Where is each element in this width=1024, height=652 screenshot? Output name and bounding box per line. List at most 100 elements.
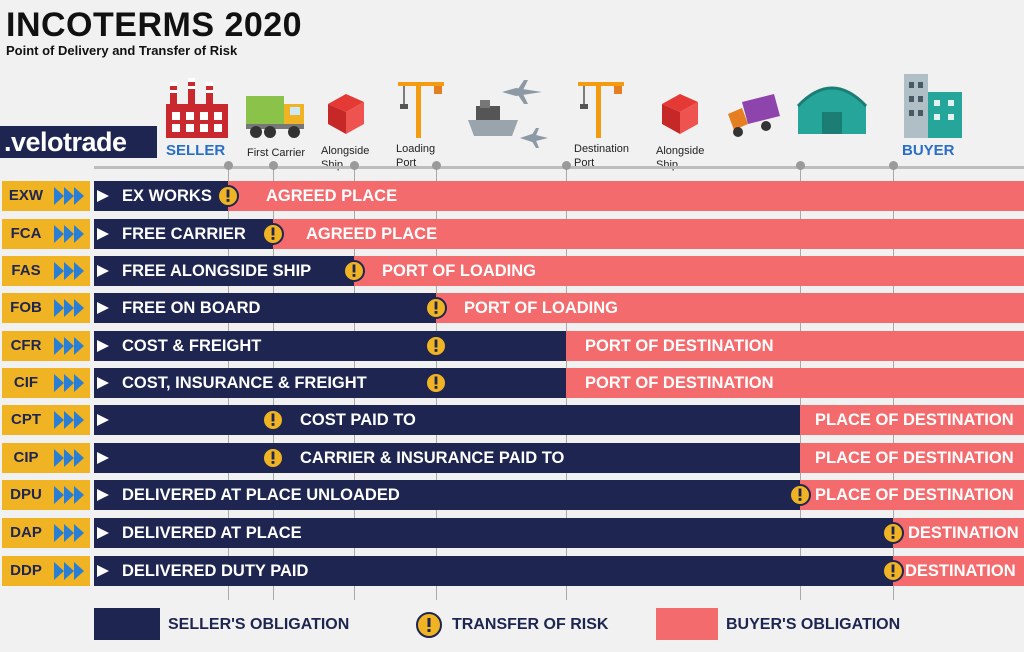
seller-obligation-bar: [94, 480, 800, 510]
page-title: INCOTERMS 2020: [6, 6, 303, 44]
chevron-arrows-icon: [50, 219, 90, 249]
buyer-obligation-label: PLACE OF DESTINATION: [815, 449, 1014, 467]
container-icon: [662, 94, 698, 134]
buyer-obligation-label: PLACE OF DESTINATION: [815, 486, 1014, 504]
stage-seller-label: SELLER: [166, 142, 226, 159]
incoterm-code: FCA: [2, 219, 50, 249]
chevron-arrows-icon: [50, 518, 90, 548]
chevron-arrows-icon: [50, 443, 90, 473]
seller-obligation-label: DELIVERED AT PLACE UNLOADED: [122, 486, 400, 504]
seller-obligation-label: DELIVERED AT PLACE: [122, 524, 302, 542]
stage-first-carrier-label: First Carrier: [247, 147, 306, 159]
chevron-arrows-icon: [50, 556, 90, 586]
chevron-arrows-icon: [50, 405, 90, 435]
warehouse-icon: [796, 86, 868, 134]
incoterm-code: CIP: [2, 443, 50, 473]
truck-icon: [246, 96, 304, 138]
seller-obligation-label: FREE ON BOARD: [122, 299, 261, 317]
chevron-arrows-icon: [50, 480, 90, 510]
ship-and-plane-icon: [468, 80, 548, 148]
seller-obligation-bar: [94, 181, 228, 211]
chevron-arrows-icon: [50, 293, 90, 323]
page-subtitle: Point of Delivery and Transfer of Risk: [6, 43, 238, 58]
seller-obligation-bar: [94, 443, 800, 473]
buyer-obligation-label: DESTINATION: [908, 524, 1019, 542]
incoterm-code: EXW: [2, 181, 50, 211]
legend-buyer-label: BUYER'S OBLIGATION: [726, 616, 901, 633]
factory-icon: [166, 78, 228, 138]
play-icon: [96, 451, 110, 465]
warning-icon: [425, 335, 447, 357]
play-icon: [96, 376, 110, 390]
seller-obligation-label: COST PAID TO: [300, 411, 416, 429]
timeline-dot: [269, 161, 278, 170]
warning-icon: [262, 409, 284, 431]
play-icon: [96, 227, 110, 241]
buyer-obligation-label: PORT OF DESTINATION: [585, 337, 774, 355]
buyer-obligation-label: AGREED PLACE: [266, 187, 398, 205]
play-icon: [96, 488, 110, 502]
crane-icon: [398, 82, 444, 138]
incoterm-code: DDP: [2, 556, 50, 586]
buyer-obligation-label: PORT OF DESTINATION: [585, 374, 774, 392]
legend-seller-swatch: [94, 608, 160, 640]
legend-seller-label: SELLER'S OBLIGATION: [168, 616, 350, 633]
timeline-dot: [432, 161, 441, 170]
incoterm-code: FAS: [2, 256, 50, 286]
play-icon: [96, 413, 110, 427]
chevron-arrows-icon: [50, 181, 90, 211]
buildings-icon: [904, 74, 962, 138]
timeline-dot: [889, 161, 898, 170]
container-icon: [328, 94, 364, 134]
buyer-obligation-label: PORT OF LOADING: [382, 262, 536, 280]
timeline-dot: [562, 161, 571, 170]
incoterm-code: CIF: [2, 368, 50, 398]
warning-icon: [262, 223, 284, 245]
seller-obligation-label: EX WORKS: [122, 187, 212, 205]
seller-obligation-label: FREE ALONGSIDE SHIP: [122, 262, 312, 280]
warning-icon: [789, 484, 811, 506]
play-icon: [96, 339, 110, 353]
buyer-obligation-label: PLACE OF DESTINATION: [815, 411, 1014, 429]
warning-icon: [425, 297, 447, 319]
legend-buyer-swatch: [656, 608, 718, 640]
chevron-arrows-icon: [50, 331, 90, 361]
warning-icon: [882, 522, 904, 544]
seller-obligation-bar: [94, 556, 893, 586]
velotrade-logo: .velotrade: [0, 126, 157, 158]
crane-icon: [578, 82, 624, 138]
seller-obligation-label: COST & FREIGHT: [122, 337, 262, 355]
play-icon: [96, 301, 110, 315]
seller-obligation-label: CARRIER & INSURANCE PAID TO: [300, 449, 565, 467]
seller-obligation-bar: [94, 518, 893, 548]
legend-risk-label: TRANSFER OF RISK: [452, 616, 609, 633]
warning-icon: [425, 372, 447, 394]
incoterm-code: DPU: [2, 480, 50, 510]
timeline-top-line: [94, 166, 1024, 169]
warning-icon: [882, 560, 904, 582]
seller-obligation-label: FREE CARRIER: [122, 225, 246, 243]
play-icon: [96, 526, 110, 540]
seller-obligation-bar: [94, 256, 354, 286]
warning-icon: [416, 612, 442, 638]
seller-obligation-bar: [94, 331, 566, 361]
incoterm-code: FOB: [2, 293, 50, 323]
seller-obligation-label: COST, INSURANCE & FREIGHT: [122, 374, 367, 392]
buyer-obligation-label: DESTINATION: [905, 562, 1016, 580]
buyer-obligation-label: AGREED PLACE: [306, 225, 438, 243]
seller-obligation-bar: [94, 405, 800, 435]
warning-icon: [262, 447, 284, 469]
incoterm-code: CFR: [2, 331, 50, 361]
buyer-obligation-bar: [94, 181, 1024, 211]
seller-obligation-bar: [94, 293, 436, 323]
play-icon: [96, 189, 110, 203]
incoterm-code: DAP: [2, 518, 50, 548]
timeline-dot: [350, 161, 359, 170]
warning-icon: [343, 260, 365, 282]
seller-obligation-label: DELIVERED DUTY PAID: [122, 562, 309, 580]
seller-obligation-bar: [94, 368, 566, 398]
timeline-dot: [796, 161, 805, 170]
seller-obligation-bar: [94, 219, 273, 249]
stage-buyer-label: BUYER: [902, 142, 955, 159]
play-icon: [96, 564, 110, 578]
